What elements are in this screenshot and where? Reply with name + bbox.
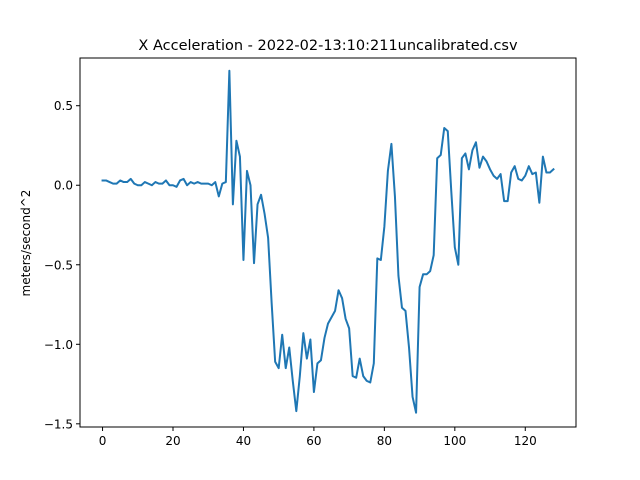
x-tick-label-0: 0 xyxy=(99,434,107,448)
x-tick-label-100: 100 xyxy=(443,434,466,448)
x-tick-label-120: 120 xyxy=(514,434,537,448)
y-axis-label: meters/second^2 xyxy=(19,190,33,297)
x-tick-label-60: 60 xyxy=(306,434,321,448)
y-tick-label-3: 0.0 xyxy=(54,179,73,193)
y-tick-label-1: −1.0 xyxy=(44,338,73,352)
plot-area: 0 20 40 60 80 100 120 −1.5 −1.0 −0.5 0.0 0.5 xyxy=(44,57,577,448)
y-tick-label-4: 0.5 xyxy=(54,99,73,113)
x-tick-label-80: 80 xyxy=(377,434,392,448)
x-tick-label-40: 40 xyxy=(236,434,251,448)
y-tick-label-0: −1.5 xyxy=(44,417,73,431)
axes-frame xyxy=(79,57,577,428)
series-line-0 xyxy=(101,69,555,414)
x-tick-label-20: 20 xyxy=(165,434,180,448)
chart-title: X Acceleration - 2022-02-13:10:211uncali… xyxy=(138,38,518,54)
y-tick-label-2: −0.5 xyxy=(44,258,73,272)
